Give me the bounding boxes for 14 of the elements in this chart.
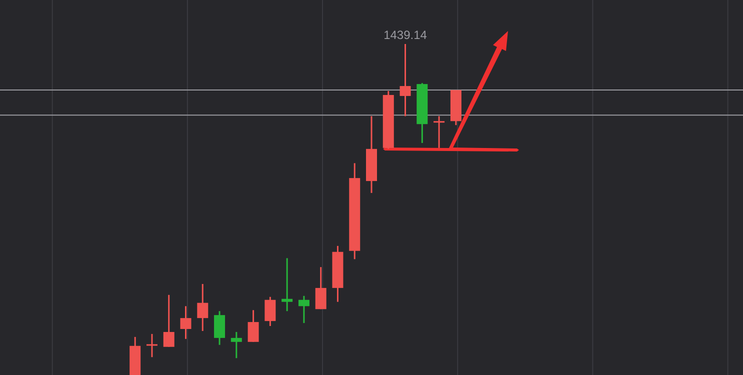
candlestick — [214, 310, 226, 346]
candlestick — [434, 115, 445, 149]
candlestick — [197, 283, 208, 332]
candlestick — [248, 309, 259, 343]
candlestick — [282, 257, 293, 312]
candlestick — [146, 333, 158, 358]
candlestick — [163, 294, 174, 348]
candlestick — [180, 305, 192, 340]
candlestick — [315, 266, 326, 310]
annotation: 1439.14 — [384, 28, 428, 42]
candlestick — [298, 295, 310, 324]
candlestick — [230, 331, 242, 359]
candlestick — [264, 296, 276, 327]
candlestick — [400, 43, 411, 117]
